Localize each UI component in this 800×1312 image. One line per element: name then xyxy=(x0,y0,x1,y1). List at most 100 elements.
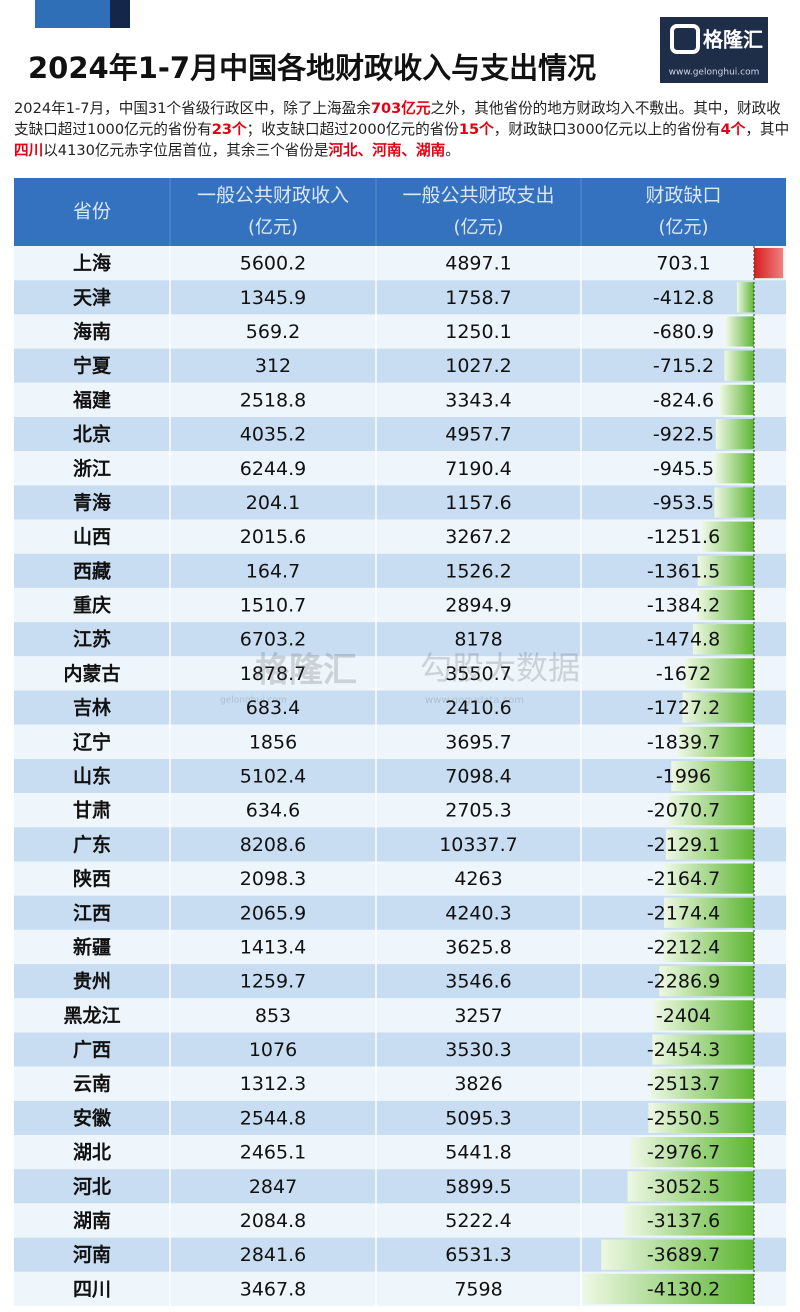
cell-value: -2976.7 xyxy=(647,1142,720,1164)
province: 四川 xyxy=(73,1278,111,1300)
province: 天津 xyxy=(73,286,111,309)
deficit-bar xyxy=(684,658,754,689)
cell-value: 164.7 xyxy=(246,560,300,582)
province: 海南 xyxy=(73,320,111,343)
deficit-bar xyxy=(648,1102,754,1134)
cell-value: 1157.6 xyxy=(445,492,511,514)
cell-value: 1312.3 xyxy=(240,1073,306,1095)
cell-value: 7598 xyxy=(454,1278,502,1300)
cell-value: -1474.8 xyxy=(647,629,720,651)
row-bg xyxy=(14,451,786,486)
cell-value: -3137.6 xyxy=(647,1210,720,1232)
deficit-bar xyxy=(736,282,754,313)
cell-value: 1856 xyxy=(249,731,297,753)
cell-value: 2015.6 xyxy=(240,526,306,548)
deficit-bar xyxy=(649,1068,754,1099)
deficit-bar xyxy=(654,1000,754,1031)
deficit-bar xyxy=(715,418,754,450)
cell-value: 2544.8 xyxy=(240,1107,306,1129)
province: 宁夏 xyxy=(73,354,112,377)
province: 江苏 xyxy=(73,628,111,651)
intro-highlight: 703亿元 xyxy=(370,100,431,117)
cell-value: -953.5 xyxy=(653,492,714,514)
row-bg xyxy=(14,690,786,725)
cell-value: -2404 xyxy=(656,1005,711,1027)
deficit-bar xyxy=(677,726,754,757)
deficit-bar xyxy=(697,555,754,586)
cell-value: -922.5 xyxy=(653,424,714,446)
cell-value: 5899.5 xyxy=(445,1176,511,1198)
cell-value: 3546.6 xyxy=(445,971,511,993)
row-bg xyxy=(14,964,786,999)
province: 云南 xyxy=(73,1073,111,1095)
deficit-bar xyxy=(630,1137,754,1168)
cell-value: -945.5 xyxy=(653,458,714,480)
deficit-bar xyxy=(671,760,754,792)
deficit-bar xyxy=(583,1273,754,1304)
province: 江西 xyxy=(73,902,111,924)
cell-value: 6703.2 xyxy=(240,629,306,651)
intro-highlight: 河北、河南、湖南 xyxy=(328,142,446,159)
cell-value: -2174.4 xyxy=(647,902,720,924)
deficit-bar xyxy=(665,829,754,860)
cell-value: -2454.3 xyxy=(647,1039,720,1061)
watermark-brand: 格隆汇 xyxy=(255,651,357,691)
watermark-partner: 勾股大数据 xyxy=(420,649,580,687)
row-bg xyxy=(14,485,786,520)
province: 贵州 xyxy=(73,971,111,993)
cell-value: 4263 xyxy=(454,868,502,890)
province: 山西 xyxy=(73,526,111,548)
province: 西藏 xyxy=(73,559,111,582)
cell-value: 5600.2 xyxy=(240,253,306,275)
cell-value: 2465.1 xyxy=(240,1142,306,1164)
cell-value: 2705.3 xyxy=(445,800,511,822)
column-header: 财政缺口 xyxy=(645,185,721,207)
cell-value: -3052.5 xyxy=(647,1176,720,1198)
intro-text: 之外，其他省份的地方财政均入不敷出。其中，财政收支缺口超过1000亿元的省份有 xyxy=(14,100,781,138)
cell-value: 3625.8 xyxy=(445,936,511,958)
cell-value: -1672 xyxy=(656,663,711,685)
intro-highlight: 四川 xyxy=(14,142,44,159)
province: 重庆 xyxy=(73,594,111,617)
province: 广西 xyxy=(73,1038,111,1061)
cell-value: 8178 xyxy=(454,629,502,651)
cell-value: 7190.4 xyxy=(445,458,511,480)
logo-icon xyxy=(670,24,700,54)
province: 安徽 xyxy=(73,1106,112,1129)
cell-value: -824.6 xyxy=(653,389,714,411)
row-bg xyxy=(14,724,786,759)
cell-value: -1996 xyxy=(656,766,711,788)
deficit-bar xyxy=(627,1171,754,1202)
logo-url: www.gelonghui.com xyxy=(669,68,760,78)
intro-text: ；收支缺口超过2000亿元的省份 xyxy=(246,121,459,138)
header-bg xyxy=(14,178,786,246)
province: 上海 xyxy=(73,252,111,275)
column-header: 一般公共财政收入 xyxy=(197,185,349,207)
intro-highlight: 23个 xyxy=(211,121,247,138)
cell-value: 3550.7 xyxy=(445,663,511,685)
cell-value: 1259.7 xyxy=(240,971,306,993)
province: 内蒙古 xyxy=(63,662,120,685)
intro-text: 以4130亿元赤字位居首位，其余三个省份是 xyxy=(43,142,329,159)
cell-value: 6531.3 xyxy=(445,1244,511,1266)
cell-value: -2164.7 xyxy=(647,868,720,890)
province: 浙江 xyxy=(73,457,111,480)
row-bg xyxy=(14,929,786,965)
cell-value: 634.6 xyxy=(246,800,300,822)
column-unit: (亿元) xyxy=(658,217,708,238)
deficit-bar xyxy=(724,350,754,381)
cell-value: -2513.7 xyxy=(647,1073,720,1095)
cell-value: 1027.2 xyxy=(445,355,511,377)
deficit-bar xyxy=(664,863,754,894)
cell-value: 1526.2 xyxy=(445,560,511,582)
cell-value: 2847 xyxy=(249,1176,297,1198)
cell-value: 5102.4 xyxy=(240,766,306,788)
deficit-bar xyxy=(663,897,754,928)
province: 湖南 xyxy=(73,1210,111,1232)
cell-value: -680.9 xyxy=(653,321,714,343)
cell-value: 7098.4 xyxy=(445,766,511,788)
cell-value: -4130.2 xyxy=(647,1278,720,1300)
deficit-bar xyxy=(668,795,754,826)
